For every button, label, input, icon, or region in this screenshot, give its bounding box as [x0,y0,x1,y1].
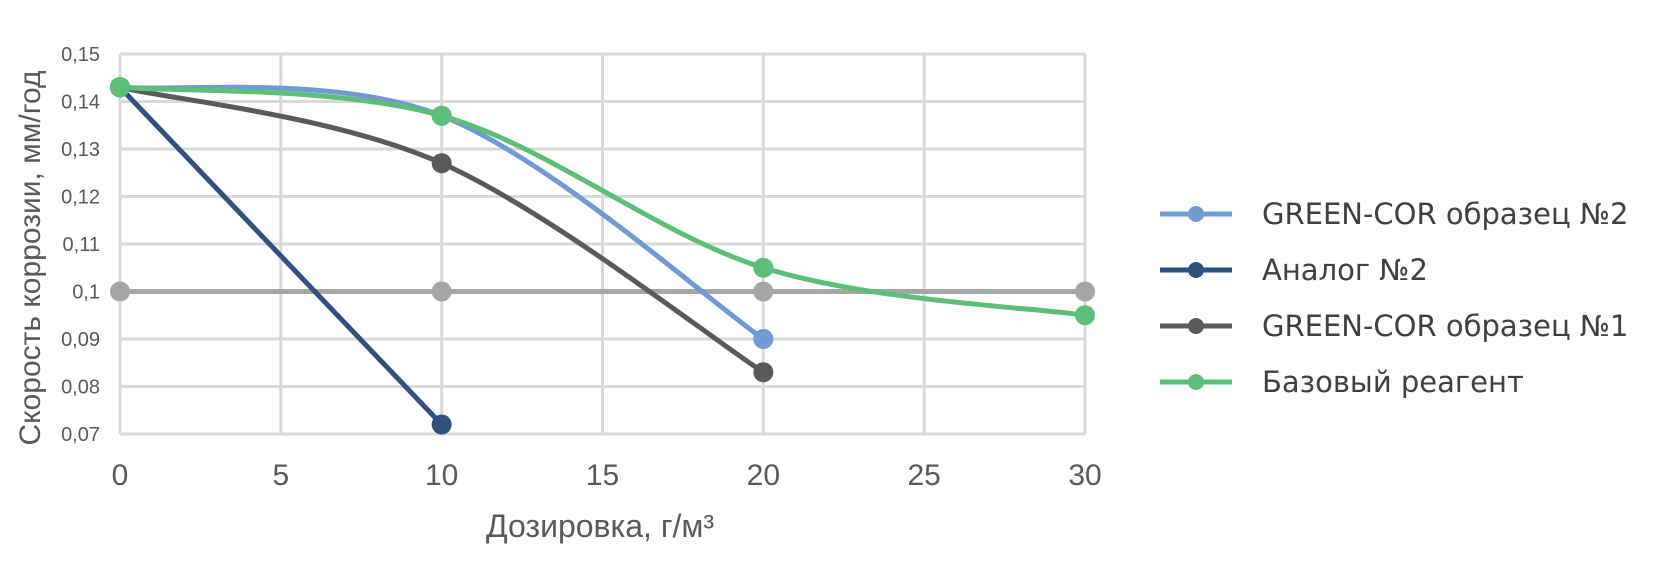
y-tick-label: 0,15 [61,44,100,66]
y-tick-label: 0,07 [61,424,100,446]
y-tick-label: 0,1 [72,282,100,304]
x-tick-label: 5 [272,459,289,492]
series-3-point [431,153,452,174]
y-tick-label: 0,14 [61,92,100,114]
reference-point [431,281,452,302]
series-1-point [753,329,774,349]
reference-point [1075,281,1095,302]
legend-label: GREEN-COR образец №2 [1262,197,1629,231]
legend-swatch-marker [1188,262,1204,278]
reference-point [110,281,130,302]
series-4-point [110,77,130,98]
x-tick-label: 15 [586,459,619,492]
y-axis-title: Скорость коррозии, мм/год [14,70,47,445]
series-line-4 [117,84,1088,318]
legend-label: Аналог №2 [1262,253,1428,287]
y-tick-label: 0,12 [61,187,100,209]
series-line-2 [117,84,445,427]
x-axis-title: Дозировка, г/м³ [486,508,714,544]
series-2-point [431,414,452,435]
y-tick-label: 0,08 [61,377,100,399]
y-tick-label: 0,09 [61,329,100,351]
x-tick-label: 25 [907,459,940,492]
series-4-point [1075,305,1095,326]
reference-point [753,281,774,302]
x-tick-label: 0 [112,459,129,492]
legend-swatch-marker [1188,374,1204,390]
legend-swatch-marker [1188,318,1204,334]
legend-swatch-marker [1188,206,1204,222]
legend-label: GREEN-COR образец №1 [1262,309,1629,343]
series-4-point [753,257,774,278]
y-tick-label: 0,13 [61,139,100,161]
series-3-point [753,362,774,383]
legend: GREEN-COR образец №2 Аналог №2 GREEN-COR о… [1160,197,1629,399]
x-tick-label: 10 [425,459,458,492]
x-tick-label: 30 [1068,459,1101,492]
x-tick-label: 20 [747,459,780,492]
y-tick-label: 0,11 [63,234,100,256]
series-lines [110,77,1095,435]
series-4-point [431,105,452,126]
legend-label: Базовый реагент [1262,365,1524,399]
axes: 0 5 10 15 20 25 30 0,07 0,08 0,09 0,1 0,11 0,12 0,13 0… [61,44,1102,492]
